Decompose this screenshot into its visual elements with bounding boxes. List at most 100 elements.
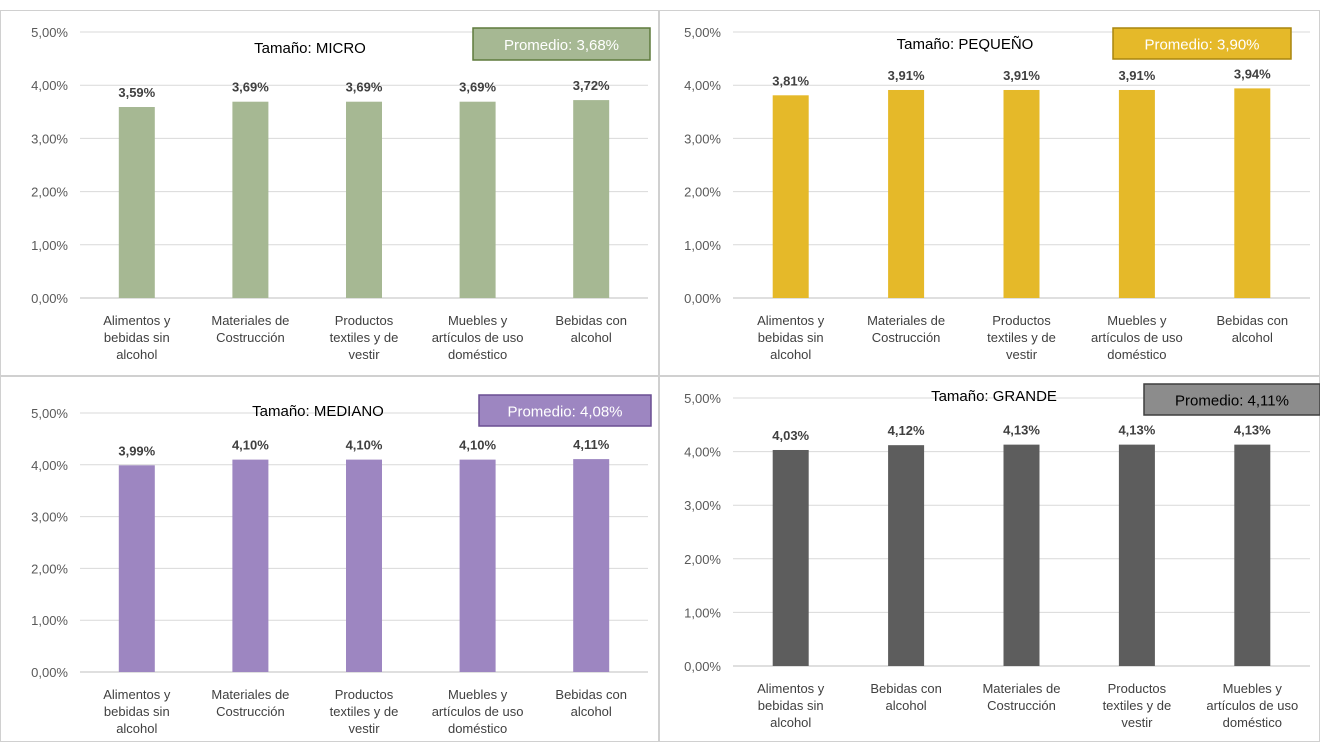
x-category-line: doméstico	[448, 347, 507, 362]
data-label: 3,59%	[118, 85, 155, 100]
y-tick-label: 0,00%	[31, 291, 68, 306]
y-tick-label: 0,00%	[684, 659, 721, 674]
x-category-label: Alimentos y bebidas sin alcohol	[103, 687, 171, 736]
x-category-label: Alimentos y bebidas sin alcohol	[757, 313, 825, 362]
x-category-line: textiles y de	[1103, 698, 1172, 713]
y-tick-label: 5,00%	[684, 25, 721, 40]
x-category-line: artículos de uso	[432, 704, 524, 719]
data-label: 4,13%	[1003, 423, 1040, 438]
data-label: 3,69%	[459, 80, 496, 95]
bar	[573, 100, 610, 298]
x-category-line: vestir	[348, 721, 380, 736]
data-label: 3,91%	[1003, 68, 1040, 83]
x-category-line: alcohol	[116, 721, 157, 736]
bar	[888, 445, 925, 666]
x-category-line: Costrucción	[987, 698, 1056, 713]
bar	[772, 95, 809, 298]
y-tick-label: 2,00%	[684, 552, 721, 567]
x-category-label: Alimentos y bebidas sin alcohol	[757, 681, 825, 730]
bar	[1234, 444, 1271, 666]
x-category-line: Materiales de	[211, 313, 289, 328]
x-category-line: vestir	[1006, 347, 1038, 362]
x-category-line: doméstico	[448, 721, 507, 736]
x-category-line: artículos de uso	[432, 330, 524, 345]
x-category-line: alcohol	[770, 347, 811, 362]
data-label: 3,91%	[1118, 68, 1155, 83]
bar	[232, 459, 269, 672]
x-category-label: Materiales de Costrucción	[211, 313, 289, 345]
x-category-line: Productos	[335, 313, 394, 328]
x-category-label: Materiales de Costrucción	[867, 313, 945, 345]
y-tick-label: 1,00%	[31, 238, 68, 253]
x-category-label: Muebles y artículos de uso doméstico	[1206, 681, 1298, 730]
chart-panel-2: 0,00% 1,00% 2,00% 3,00% 4,00% 5,00% Tamaño: PE…	[659, 10, 1320, 376]
chart-panel-4: 0,00% 1,00% 2,00% 3,00% 4,00% 5,00% Tamaño: GR…	[659, 376, 1320, 742]
x-category-line: textiles y de	[330, 704, 399, 719]
bar	[888, 89, 925, 298]
y-tick-label: 4,00%	[31, 458, 68, 473]
average-label: Promedio: 4,08%	[507, 404, 622, 421]
bar	[573, 459, 610, 672]
chart-title: Tamaño: GRANDE	[931, 388, 1057, 405]
x-category-label: Bebidas con alcohol	[870, 681, 942, 713]
x-category-label: Materiales de Costrucción	[211, 687, 289, 719]
x-category-line: Bebidas con	[870, 681, 942, 696]
x-category-line: Alimentos y	[103, 313, 171, 328]
x-category-line: doméstico	[1107, 347, 1166, 362]
y-tick-label: 5,00%	[31, 25, 68, 40]
data-label: 3,94%	[1234, 66, 1271, 81]
x-category-line: alcohol	[885, 698, 926, 713]
panel-border	[0, 10, 659, 376]
data-label: 4,03%	[772, 428, 809, 443]
x-category-line: Productos	[1108, 681, 1167, 696]
data-label: 3,81%	[772, 73, 809, 88]
x-category-line: Materiales de	[211, 687, 289, 702]
bar	[346, 459, 382, 672]
y-tick-label: 1,00%	[684, 238, 721, 253]
x-category-line: Alimentos y	[103, 687, 171, 702]
y-tick-label: 0,00%	[31, 665, 68, 680]
average-label: Promedio: 3,90%	[1144, 37, 1259, 54]
data-label: 4,13%	[1234, 423, 1271, 438]
x-category-label: Productos textiles y de vestir	[1103, 681, 1172, 730]
x-category-line: doméstico	[1223, 715, 1282, 730]
x-category-line: Materiales de	[982, 681, 1060, 696]
y-tick-label: 5,00%	[31, 406, 68, 421]
x-category-label: Muebles y artículos de uso doméstico	[432, 313, 524, 362]
data-label: 3,69%	[346, 80, 383, 95]
x-category-line: Muebles y	[1107, 313, 1167, 328]
x-category-line: Bebidas con	[1217, 313, 1289, 328]
y-tick-label: 5,00%	[684, 391, 721, 406]
x-category-line: alcohol	[116, 347, 157, 362]
bar	[118, 465, 155, 672]
y-tick-label: 3,00%	[31, 510, 68, 525]
bar	[1003, 444, 1040, 666]
x-category-line: artículos de uso	[1091, 330, 1183, 345]
chart-title: Tamaño: MICRO	[254, 40, 366, 57]
x-category-line: Muebles y	[448, 313, 508, 328]
x-category-line: textiles y de	[330, 330, 399, 345]
x-category-line: Bebidas con	[555, 313, 627, 328]
x-category-line: bebidas sin	[758, 330, 824, 345]
x-category-label: Bebidas con alcohol	[1217, 313, 1289, 345]
y-tick-label: 4,00%	[684, 445, 721, 460]
bar	[118, 107, 155, 299]
x-category-line: Muebles y	[448, 687, 508, 702]
bar	[459, 101, 496, 298]
bar	[1118, 444, 1155, 666]
x-category-label: Productos textiles y de vestir	[987, 313, 1056, 362]
chart-title: Tamaño: MEDIANO	[252, 403, 384, 420]
bar	[1003, 89, 1040, 298]
x-category-line: bebidas sin	[104, 330, 170, 345]
average-label: Promedio: 3,68%	[504, 37, 619, 54]
y-tick-label: 3,00%	[684, 131, 721, 146]
x-category-line: Alimentos y	[757, 681, 825, 696]
x-category-line: Muebles y	[1223, 681, 1283, 696]
x-category-label: Bebidas con alcohol	[555, 687, 627, 719]
data-label: 4,10%	[232, 438, 269, 453]
x-category-label: Materiales de Costrucción	[982, 681, 1060, 713]
bar	[1118, 89, 1155, 298]
chart-panel-3: 0,00% 1,00% 2,00% 3,00% 4,00% 5,00% Tamaño: ME…	[0, 376, 659, 742]
y-tick-label: 1,00%	[31, 613, 68, 628]
